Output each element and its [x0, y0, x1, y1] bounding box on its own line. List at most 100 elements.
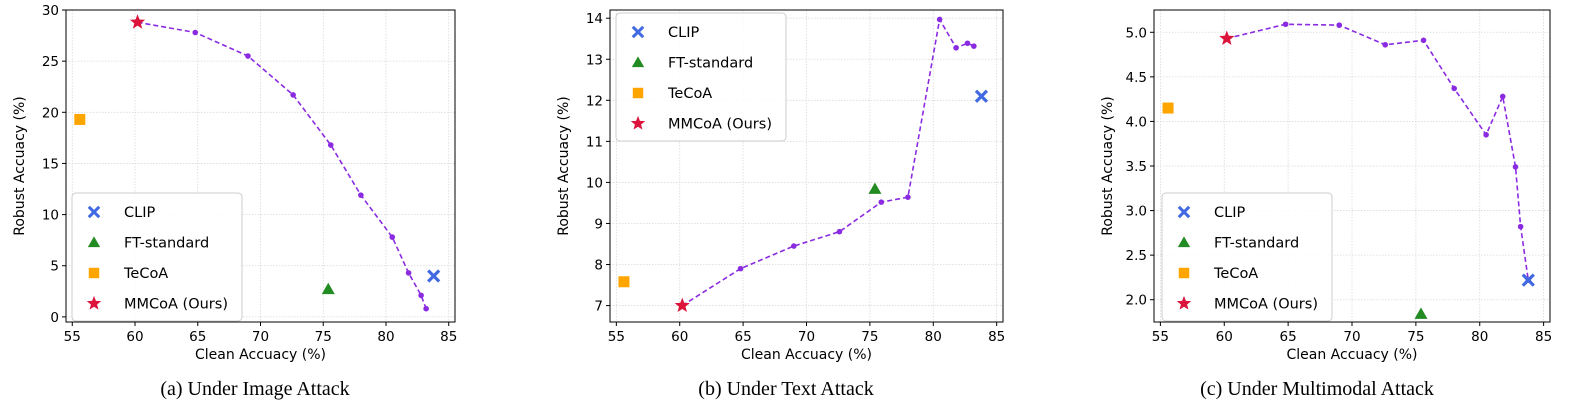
- point-tecoa: [74, 113, 86, 125]
- y-tick-label: 12: [586, 93, 603, 109]
- y-tick-label: 0: [50, 310, 59, 326]
- legend-box: [615, 12, 787, 142]
- point-ft-standard: [321, 282, 335, 295]
- y-tick-label: 30: [42, 3, 59, 19]
- chart-panel-text-attack: 55 60 65 70 75 80 85 7 8 9 10 11 12 13 14 Clean Accuacy…: [526, 0, 1052, 412]
- trade-off-curve-point: [1512, 164, 1519, 170]
- point-mmcoa-ours: [1219, 30, 1235, 45]
- y-tick-label: 10: [42, 208, 59, 224]
- trade-off-curve-point: [1282, 21, 1289, 28]
- x-tick-label: 75: [315, 329, 332, 345]
- x-tick-label: 85: [1535, 329, 1552, 345]
- x-tick-label: 55: [1152, 329, 1169, 345]
- legend-label-ft-standard: FT-standard: [668, 56, 753, 72]
- legend-marker-tecoa: [1178, 267, 1190, 279]
- trade-off-curve-point: [327, 142, 334, 148]
- trade-off-curve-point: [290, 92, 296, 98]
- x-tick-label: 80: [925, 329, 942, 345]
- x-axis-label: Clean Accuacy (%): [741, 347, 872, 363]
- trade-off-curve-point: [1420, 37, 1427, 44]
- legend-marker-ft-standard: [87, 236, 101, 248]
- y-tick-label: 4.5: [1126, 70, 1147, 86]
- legend-marker-clip: [631, 25, 645, 39]
- x-tick-label: 70: [1343, 329, 1360, 345]
- y-tick-label: 25: [42, 54, 59, 70]
- legend-marker-tecoa: [632, 87, 644, 99]
- y-axis-label: Robust Accuacy (%): [1100, 96, 1116, 236]
- point-mmcoa-ours: [674, 297, 690, 313]
- trade-off-curve-point: [358, 192, 364, 198]
- y-tick-label: 20: [42, 105, 59, 121]
- chart-panel-image-attack: 55 60 65 70 75 80 85 0 5 10 15 20 25 30 Clean Accuacy …: [0, 0, 526, 412]
- trade-off-curve-point: [878, 199, 885, 205]
- legend-marker-tecoa: [88, 267, 100, 279]
- trade-off-curve-point: [192, 29, 199, 36]
- point-tecoa: [618, 276, 630, 288]
- legend: CLIP FT-standard TeCoA MMCoA (Ours): [615, 12, 787, 142]
- y-tick-label: 10: [586, 175, 603, 191]
- x-axis-label: Clean Accuacy (%): [1286, 347, 1417, 363]
- x-tick-label: 85: [988, 329, 1005, 345]
- caption-image-attack: (a) Under Image Attack: [160, 378, 350, 400]
- y-tick-label: 3.0: [1126, 204, 1147, 220]
- x-tick-label: 75: [861, 329, 878, 345]
- x-tick-label: 55: [608, 329, 625, 345]
- trade-off-curve-line: [681, 17, 975, 307]
- legend-box: [1161, 192, 1333, 322]
- legend-label-mmcoa-ours: MMCoA (Ours): [1214, 297, 1318, 313]
- legend-label-mmcoa-ours: MMCoA (Ours): [668, 117, 772, 133]
- trade-off-curve-point: [791, 243, 797, 249]
- legend-label-clip: CLIP: [668, 25, 699, 41]
- chart-text-attack: 55 60 65 70 75 80 85 7 8 9 10 11 12 13 14 Clean Accuacy…: [556, 9, 1005, 363]
- legend-label-clip: CLIP: [124, 205, 155, 221]
- legend-label-tecoa: TeCoA: [667, 86, 712, 102]
- trade-off-curve-point: [1483, 132, 1489, 138]
- legend-marker-ft-standard: [631, 56, 645, 68]
- trade-off-curve-point: [418, 292, 424, 299]
- legend: CLIP FT-standard TeCoA MMCoA (Ours): [1161, 192, 1333, 322]
- y-tick-label: 11: [586, 134, 603, 150]
- y-tick-label: 15: [42, 156, 59, 172]
- point-mmcoa-ours: [129, 14, 146, 29]
- legend-box: [71, 192, 243, 322]
- trade-off-curve-point: [1451, 85, 1457, 92]
- chart-image-attack: 55 60 65 70 75 80 85 0 5 10 15 20 25 30 Clean Accuacy …: [12, 3, 457, 363]
- legend-label-ft-standard: FT-standard: [1214, 236, 1299, 252]
- chart-multimodal-attack: 55 60 65 70 75 80 85 2.0 2.5 3.0 3.5 4.0 4.5 5.0 Clean…: [1100, 9, 1552, 363]
- legend-label-ft-standard: FT-standard: [124, 236, 209, 252]
- x-tick-label: 80: [1471, 329, 1488, 345]
- legend-label-mmcoa-ours: MMCoA (Ours): [124, 297, 228, 313]
- legend-label-tecoa: TeCoA: [1213, 266, 1258, 282]
- x-tick-label: 80: [377, 329, 394, 345]
- x-tick-label: 60: [126, 329, 143, 345]
- y-tick-label: 2.0: [1126, 293, 1147, 309]
- y-tick-label: 7: [594, 299, 603, 315]
- x-tick-label: 70: [252, 329, 269, 345]
- y-tick-label: 13: [586, 52, 603, 68]
- trade-off-curve-point: [936, 16, 943, 23]
- chart-panel-multimodal-attack: 55 60 65 70 75 80 85 2.0 2.5 3.0 3.5 4.0 4.5 5.0 Clean…: [1052, 0, 1578, 412]
- trade-off-curve-point: [953, 44, 959, 51]
- grid-lines: [1154, 10, 1550, 322]
- y-tick-label: 14: [586, 11, 603, 27]
- y-axis-label: Robust Accuacy (%): [12, 96, 28, 236]
- trade-off-curve-point: [405, 270, 412, 276]
- legend-label-tecoa: TeCoA: [123, 266, 168, 282]
- point-clip: [427, 269, 441, 283]
- grid-lines: [66, 9, 455, 322]
- legend-marker-mmcoa-ours: [1176, 295, 1192, 310]
- caption-text-attack: (b) Under Text Attack: [698, 378, 874, 400]
- legend-marker-ft-standard: [1177, 236, 1191, 248]
- point-clip: [1521, 273, 1535, 287]
- x-axis-label: Clean Accuacy (%): [195, 347, 326, 363]
- point-clip: [974, 89, 989, 103]
- y-axis-label: Robust Accuacy (%): [556, 96, 572, 236]
- y-tick-label: 8: [594, 258, 603, 274]
- caption-multimodal-attack: (c) Under Multimodal Attack: [1200, 378, 1434, 400]
- trade-off-curve-point: [1382, 41, 1389, 48]
- trade-off-curve-point: [836, 228, 843, 235]
- trade-off-curve-point: [1336, 22, 1343, 28]
- trade-off-curve-point: [964, 40, 971, 47]
- x-tick-label: 65: [735, 329, 752, 345]
- y-tick-label: 2.5: [1126, 248, 1147, 264]
